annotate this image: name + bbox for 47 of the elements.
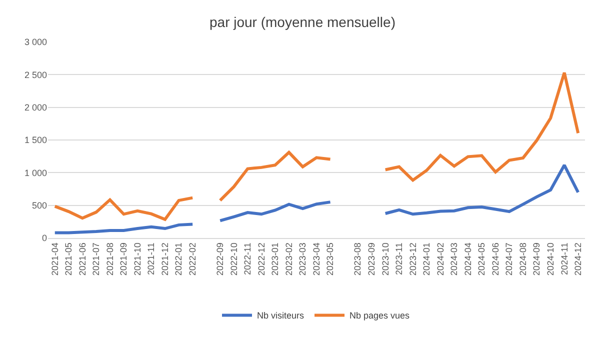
- y-tick-label: 2 000: [24, 102, 47, 112]
- x-tick-label: 2021-09: [118, 242, 129, 276]
- x-tick-label: 2022-12: [256, 242, 266, 276]
- x-tick-label: 2021-10: [132, 242, 142, 276]
- y-tick-label: 2 500: [24, 70, 47, 80]
- x-tick-label: 2024-01: [422, 242, 432, 276]
- y-tick-label: 3 000: [24, 37, 47, 48]
- x-tick-label: 2024-02: [435, 242, 446, 276]
- y-tick-label: 500: [32, 200, 47, 210]
- x-tick-label: 2024-04: [462, 242, 473, 276]
- x-tick-label: 2021-08: [104, 242, 115, 276]
- x-tick-label: 2023-09: [366, 242, 377, 276]
- x-tick-label: 2024-05: [476, 242, 487, 276]
- x-tick-label: 2023-11: [394, 242, 404, 275]
- x-tick-label: 2022-02: [188, 242, 198, 276]
- x-tick-label: 2024-10: [546, 242, 556, 276]
- legend-label: Nb visiteurs: [257, 310, 305, 321]
- x-tick-label: 2021-07: [91, 242, 102, 276]
- x-tick-label: 2023-08: [352, 242, 363, 276]
- legend-label: Nb pages vues: [350, 310, 410, 321]
- x-tick-label: 2024-12: [573, 242, 584, 276]
- x-tick-label: 2023-12: [408, 242, 418, 276]
- x-tick-label: 2023-04: [311, 242, 322, 276]
- chart-title: par jour (moyenne mensuelle): [210, 14, 396, 30]
- x-tick-label: 2024-08: [518, 242, 528, 276]
- x-tick-label: 2024-06: [490, 242, 500, 276]
- x-tick-label: 2022-01: [174, 242, 184, 276]
- x-tick-label: 2022-11: [242, 242, 253, 275]
- x-tick-label: 2023-10: [380, 242, 390, 276]
- y-tick-label: 1 500: [24, 135, 47, 146]
- x-tick-label: 2023-02: [284, 242, 294, 276]
- y-tick-label: 0: [42, 233, 47, 244]
- x-tick-label: 2024-09: [532, 242, 542, 276]
- x-tick-label: 2022-09: [215, 242, 226, 276]
- x-tick-label: 2022-10: [228, 242, 239, 276]
- x-tick-label: 2023-03: [298, 242, 308, 276]
- x-tick-label: 2021-04: [50, 242, 60, 276]
- y-tick-label: 1 000: [24, 168, 47, 178]
- x-tick-label: 2021-05: [64, 242, 74, 276]
- x-tick-label: 2024-07: [504, 242, 514, 276]
- x-tick-label: 2024-11: [559, 242, 570, 275]
- x-tick-label: 2021-12: [160, 242, 170, 276]
- x-tick-label: 2023-05: [325, 242, 336, 276]
- x-tick-label: 2024-03: [449, 242, 460, 276]
- x-tick-label: 2021-06: [77, 242, 88, 276]
- x-tick-label: 2021-11: [146, 242, 156, 275]
- x-tick-label: 2023-01: [270, 242, 280, 276]
